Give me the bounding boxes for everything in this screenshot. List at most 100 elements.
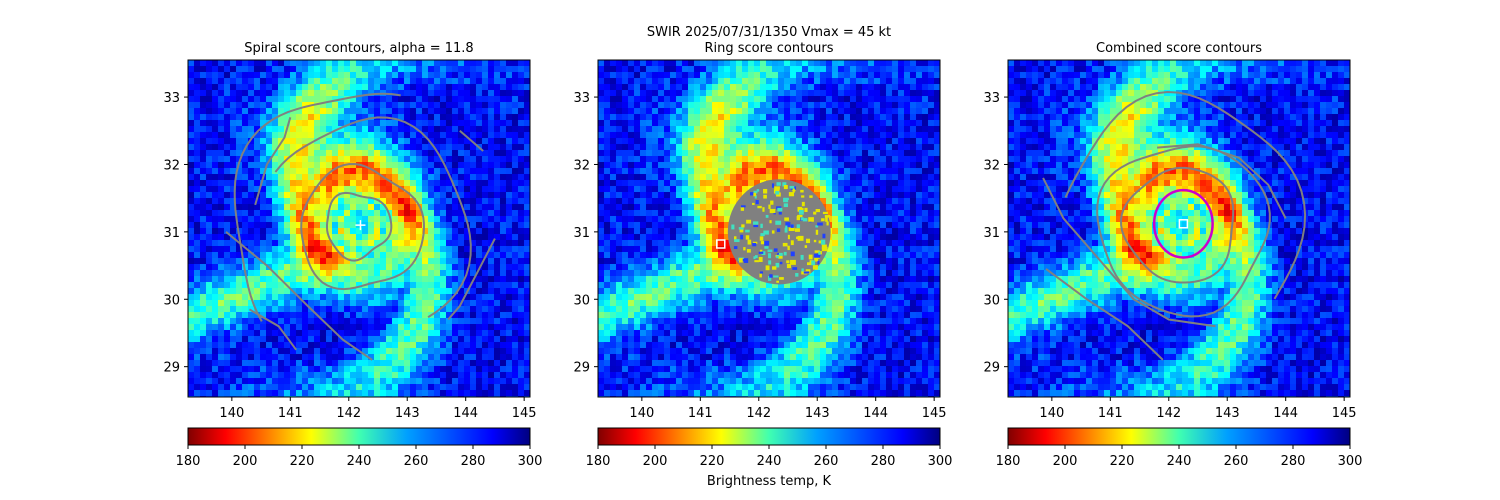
ir-pixel bbox=[862, 174, 869, 181]
ir-pixel bbox=[296, 342, 303, 349]
ir-pixel bbox=[302, 372, 309, 379]
ir-pixel bbox=[652, 96, 659, 103]
ir-pixel bbox=[664, 168, 671, 175]
ir-pixel bbox=[356, 180, 363, 187]
ir-pixel bbox=[296, 180, 303, 187]
ir-pixel bbox=[248, 114, 255, 121]
ir-pixel bbox=[272, 312, 279, 319]
ir-pixel bbox=[326, 384, 333, 391]
ir-pixel bbox=[470, 228, 477, 235]
ir-pixel bbox=[826, 96, 833, 103]
ir-pixel bbox=[494, 264, 501, 271]
ir-pixel bbox=[700, 198, 707, 205]
ir-pixel bbox=[350, 90, 357, 97]
ir-pixel bbox=[470, 354, 477, 361]
ir-pixel bbox=[470, 294, 477, 301]
ir-pixel bbox=[248, 336, 255, 343]
ir-pixel bbox=[464, 384, 471, 391]
ir-pixel bbox=[362, 306, 369, 313]
ir-pixel bbox=[476, 246, 483, 253]
ir-pixel bbox=[500, 246, 507, 253]
ir-pixel bbox=[730, 90, 737, 97]
ir-pixel bbox=[356, 228, 363, 235]
ir-pixel bbox=[188, 222, 195, 229]
ir-pixel bbox=[308, 336, 315, 343]
ir-pixel bbox=[302, 336, 309, 343]
ir-pixel bbox=[784, 66, 791, 73]
ir-pixel bbox=[350, 288, 357, 295]
ir-pixel bbox=[344, 264, 351, 271]
ir-pixel bbox=[898, 102, 905, 109]
ir-pixel bbox=[338, 84, 345, 91]
ir-pixel bbox=[272, 324, 279, 331]
ir-pixel bbox=[820, 132, 827, 139]
ir-pixel bbox=[850, 114, 857, 121]
ir-pixel bbox=[916, 222, 923, 229]
ir-pixel bbox=[356, 294, 363, 301]
ir-pixel bbox=[230, 240, 237, 247]
ir-pixel bbox=[254, 156, 261, 163]
ir-pixel bbox=[886, 204, 893, 211]
ir-pixel bbox=[356, 84, 363, 91]
ir-pixel bbox=[206, 318, 213, 325]
ir-pixel bbox=[850, 144, 857, 151]
ir-pixel bbox=[488, 156, 495, 163]
ir-pixel bbox=[500, 126, 507, 133]
ir-pixel bbox=[718, 78, 725, 85]
ir-pixel bbox=[266, 204, 273, 211]
ir-pixel bbox=[188, 90, 195, 97]
ir-pixel bbox=[718, 186, 725, 193]
ir-pixel bbox=[500, 234, 507, 241]
ir-pixel bbox=[302, 228, 309, 235]
ir-pixel bbox=[922, 114, 929, 121]
ir-pixel bbox=[862, 72, 869, 79]
ir-pixel bbox=[332, 72, 339, 79]
ir-pixel bbox=[850, 120, 857, 127]
ir-pixel bbox=[410, 198, 417, 205]
ir-pixel bbox=[284, 192, 291, 199]
ir-pixel bbox=[476, 162, 483, 169]
ir-pixel bbox=[446, 108, 453, 115]
ir-pixel bbox=[640, 84, 647, 91]
ir-pixel bbox=[398, 312, 405, 319]
ir-pixel bbox=[488, 78, 495, 85]
ir-pixel bbox=[518, 168, 525, 175]
ir-pixel bbox=[826, 84, 833, 91]
ir-pixel bbox=[652, 126, 659, 133]
ir-pixel bbox=[284, 120, 291, 127]
ir-pixel bbox=[344, 198, 351, 205]
ir-pixel bbox=[838, 60, 845, 67]
ir-pixel bbox=[610, 210, 617, 217]
ir-pixel bbox=[368, 246, 375, 253]
ir-pixel bbox=[284, 198, 291, 205]
ir-pixel bbox=[694, 186, 701, 193]
ir-pixel bbox=[308, 174, 315, 181]
ir-pixel bbox=[712, 162, 719, 169]
ir-pixel bbox=[194, 228, 201, 235]
ir-pixel bbox=[464, 300, 471, 307]
ir-pixel bbox=[518, 378, 525, 385]
ir-pixel bbox=[380, 144, 387, 151]
ir-pixel bbox=[422, 126, 429, 133]
ir-pixel bbox=[718, 96, 725, 103]
ir-pixel bbox=[766, 138, 773, 145]
ir-pixel bbox=[290, 378, 297, 385]
ir-pixel bbox=[670, 102, 677, 109]
ir-pixel bbox=[904, 138, 911, 145]
ir-pixel bbox=[928, 216, 935, 223]
ir-pixel bbox=[242, 252, 249, 259]
ir-pixel bbox=[398, 168, 405, 175]
ir-pixel bbox=[260, 378, 267, 385]
ir-pixel bbox=[254, 348, 261, 355]
ir-pixel bbox=[682, 72, 689, 79]
ir-pixel bbox=[928, 126, 935, 133]
ir-pixel bbox=[488, 120, 495, 127]
ir-pixel bbox=[338, 66, 345, 73]
ir-pixel bbox=[206, 108, 213, 115]
ir-pixel bbox=[254, 270, 261, 277]
ir-pixel bbox=[742, 144, 749, 151]
ir-pixel bbox=[440, 150, 447, 157]
ir-pixel bbox=[194, 60, 201, 67]
ir-pixel bbox=[284, 162, 291, 169]
ir-pixel bbox=[320, 360, 327, 367]
